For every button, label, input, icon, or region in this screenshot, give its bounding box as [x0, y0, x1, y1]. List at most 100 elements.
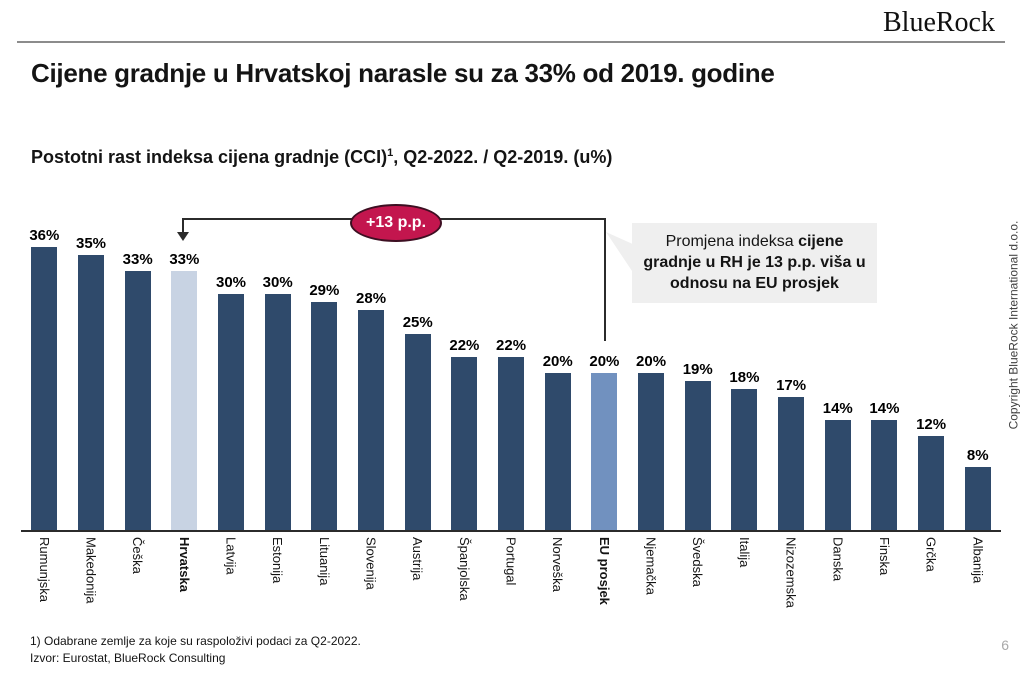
- bar-danska: [824, 420, 851, 530]
- bar-value-label: 17%: [776, 377, 807, 394]
- category-label: Norveška: [550, 537, 566, 592]
- category-cell: Lituanija: [301, 532, 348, 634]
- category-cell: Norveška: [534, 532, 581, 634]
- category-label: Grčka: [923, 537, 939, 572]
- bar-value-label: 25%: [402, 314, 433, 331]
- category-label: Austrija: [410, 537, 426, 581]
- category-label: Njemačka: [643, 537, 659, 595]
- annotation-bracket-vertical: [604, 218, 606, 341]
- bar-column: 28%: [348, 290, 395, 530]
- category-cell: Rumunjska: [21, 532, 68, 634]
- bar-albanija: [964, 467, 991, 530]
- bar-njemačka: [638, 373, 665, 530]
- category-cell: Makedonija: [68, 532, 115, 634]
- bar-portugal: [498, 357, 525, 530]
- bar-column: 30%: [254, 274, 301, 530]
- category-label: Hrvatska: [176, 537, 192, 592]
- category-cell: Albanija: [954, 532, 1001, 634]
- bar-rumunjska: [31, 247, 58, 530]
- category-cell: Latvija: [208, 532, 255, 634]
- bar-column: 19%: [674, 361, 721, 530]
- bluerock-logo: BlueRock: [883, 7, 995, 38]
- bar-column: 30%: [208, 274, 255, 530]
- annotation-arrow-stem: [182, 218, 184, 233]
- footnote: 1) Odabrane zemlje za koje su raspoloživ…: [30, 634, 361, 648]
- bar-austrija: [404, 334, 431, 530]
- bar-španjolska: [451, 357, 478, 530]
- bar-value-label: 28%: [356, 290, 387, 307]
- difference-badge: +13 p.p.: [350, 204, 442, 242]
- category-cell: Danska: [814, 532, 861, 634]
- bar-column: 8%: [954, 447, 1001, 530]
- category-cell: Austrija: [394, 532, 441, 634]
- category-cell: Španjolska: [441, 532, 488, 634]
- source-line: Izvor: Eurostat, BlueRock Consulting: [30, 651, 226, 665]
- bar-column: 29%: [301, 282, 348, 530]
- bar-value-label: 18%: [729, 369, 760, 386]
- category-label: Estonija: [270, 537, 286, 584]
- category-cell: Finska: [861, 532, 908, 634]
- bar-value-label: 20%: [589, 353, 620, 370]
- bar-lituanija: [311, 302, 338, 530]
- category-label: Češka: [130, 537, 146, 574]
- category-cell: Slovenija: [348, 532, 395, 634]
- bar-value-label: 14%: [869, 400, 900, 417]
- bar-column: 22%: [441, 337, 488, 530]
- category-label: Nizozemska: [783, 537, 799, 608]
- bar-column: 20%: [581, 353, 628, 530]
- bar-column: 14%: [861, 400, 908, 530]
- category-cell: Hrvatska: [161, 532, 208, 634]
- bar-column: 25%: [394, 314, 441, 530]
- bar-value-label: 33%: [122, 251, 153, 268]
- bar-švedska: [684, 381, 711, 530]
- bar-value-label: 22%: [496, 337, 527, 354]
- bar-hrvatska: [171, 271, 198, 530]
- category-cell: Italija: [721, 532, 768, 634]
- header-divider: [17, 41, 1005, 43]
- bar-value-label: 29%: [309, 282, 340, 299]
- category-label: Lituanija: [316, 537, 332, 586]
- bar-column: 22%: [488, 337, 535, 530]
- callout-box: Promjena indeksa cijene gradnje u RH je …: [632, 223, 877, 304]
- category-label: Italija: [736, 537, 752, 568]
- category-cell: Njemačka: [628, 532, 675, 634]
- bar-value-label: 35%: [75, 235, 107, 252]
- bar-češka: [124, 271, 151, 530]
- category-cell: Češka: [114, 532, 161, 634]
- bar-column: 33%: [114, 251, 161, 530]
- bar-value-label: 12%: [916, 416, 947, 433]
- bar-finska: [871, 420, 898, 530]
- bar-column: 17%: [768, 377, 815, 530]
- category-cell: Portugal: [488, 532, 535, 634]
- category-label: Španjolska: [456, 537, 472, 601]
- category-label: Portugal: [503, 537, 519, 586]
- chart-subtitle: Postotni rast indeksa cijena gradnje (CC…: [31, 147, 612, 168]
- category-label: Makedonija: [83, 537, 99, 604]
- bar-value-label: 33%: [169, 251, 200, 268]
- bar-slovenija: [358, 310, 385, 530]
- category-cell: EU prosjek: [581, 532, 628, 634]
- bar-value-label: 30%: [216, 274, 247, 291]
- bar-latvija: [218, 294, 245, 530]
- bar-value-label: 22%: [449, 337, 480, 354]
- arrow-down-icon: [177, 232, 189, 241]
- category-label: Danska: [830, 537, 846, 582]
- category-label: EU prosjek: [596, 537, 612, 605]
- bar-column: 12%: [908, 416, 955, 530]
- callout-text-normal: Promjena indeksa: [665, 233, 799, 250]
- bar-column: 20%: [534, 353, 581, 530]
- page-number: 6: [1001, 637, 1009, 653]
- bar-column: 33%: [161, 251, 208, 530]
- category-cell: Grčka: [908, 532, 955, 634]
- bar-plot: 36% 35% 33% 33% 30% 30% 29% 28% 25% 22% 22% 20% 20% 2…: [21, 220, 1001, 530]
- category-labels: Rumunjska Makedonija Češka Hrvatska Latvija E…: [21, 530, 1001, 634]
- chart-subtitle-prefix: Postotni rast indeksa cijena gradnje (CC…: [31, 147, 388, 167]
- slide-title: Cijene gradnje u Hrvatskoj narasle su za…: [31, 58, 775, 88]
- bar-value-label: 20%: [542, 353, 573, 370]
- category-cell: Estonija: [254, 532, 301, 634]
- bar-estonija: [264, 294, 291, 530]
- bar-value-label: 8%: [966, 447, 989, 464]
- bar-eu-prosjek: [591, 373, 618, 530]
- chart-subtitle-suffix: , Q2-2022. / Q2-2019. (u%): [393, 147, 613, 167]
- category-label: Albanija: [970, 537, 986, 584]
